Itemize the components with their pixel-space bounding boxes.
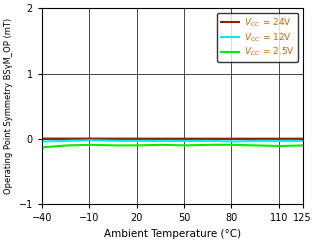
$V_{CC}$ = 2.5V [195, 144, 199, 147]
Legend: $V_{CC}$ = 24V, $V_{CC}$ = 12V, $V_{CC}$ = 2.5V: $V_{CC}$ = 24V, $V_{CC}$ = 12V, $V_{CC}$… [217, 13, 298, 62]
$V_{CC}$ = 24V [295, 137, 299, 140]
$V_{CC}$ = 12V [254, 139, 258, 142]
X-axis label: Ambient Temperature (°C): Ambient Temperature (°C) [104, 229, 241, 239]
$V_{CC}$ = 24V [166, 137, 170, 140]
$V_{CC}$ = 24V [40, 137, 44, 140]
$V_{CC}$ = 12V [295, 139, 299, 142]
$V_{CC}$ = 2.5V [181, 144, 185, 147]
$V_{CC}$ = 24V [182, 137, 185, 140]
$V_{CC}$ = 12V [196, 139, 199, 142]
$V_{CC}$ = 12V [88, 139, 91, 142]
$V_{CC}$ = 2.5V [254, 144, 258, 147]
$V_{CC}$ = 2.5V [301, 144, 304, 147]
$V_{CC}$ = 12V [40, 140, 44, 143]
$V_{CC}$ = 12V [182, 139, 185, 142]
$V_{CC}$ = 2.5V [295, 144, 299, 147]
$V_{CC}$ = 24V [254, 137, 258, 140]
$V_{CC}$ = 2.5V [206, 143, 210, 146]
$V_{CC}$ = 2.5V [165, 144, 169, 147]
$V_{CC}$ = 12V [301, 139, 304, 142]
Line: $V_{CC}$ = 12V: $V_{CC}$ = 12V [42, 140, 302, 141]
$V_{CC}$ = 24V [159, 137, 162, 140]
$V_{CC}$ = 12V [166, 139, 170, 142]
Y-axis label: Operating Point Symmetry BSγM_OP (mT): Operating Point Symmetry BSγM_OP (mT) [4, 18, 13, 194]
$V_{CC}$ = 2.5V [40, 146, 44, 149]
$V_{CC}$ = 24V [196, 137, 199, 140]
$V_{CC}$ = 24V [164, 137, 168, 140]
$V_{CC}$ = 2.5V [164, 143, 167, 146]
$V_{CC}$ = 12V [164, 139, 168, 142]
$V_{CC}$ = 24V [301, 137, 304, 140]
Line: $V_{CC}$ = 2.5V: $V_{CC}$ = 2.5V [42, 145, 302, 148]
